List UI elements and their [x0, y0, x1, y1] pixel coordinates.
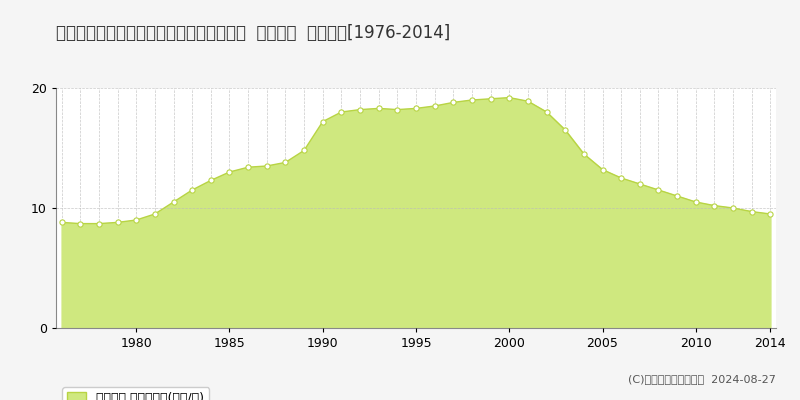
Point — [466, 97, 478, 103]
Point — [503, 94, 516, 101]
Point — [428, 103, 441, 109]
Point — [149, 211, 162, 217]
Point — [260, 163, 273, 169]
Point — [484, 96, 497, 102]
Point — [298, 147, 310, 154]
Point — [93, 220, 106, 227]
Point — [708, 202, 721, 209]
Point — [540, 109, 553, 115]
Point — [652, 187, 665, 193]
Point — [614, 175, 627, 181]
Point — [522, 98, 534, 104]
Point — [130, 217, 142, 223]
Point — [670, 193, 683, 199]
Point — [186, 187, 198, 193]
Point — [111, 219, 124, 226]
Point — [447, 99, 460, 106]
Text: 兵庫県姫路市四郷町中鈴字下柏８１番１外  地価公示  地価推移[1976-2014]: 兵庫県姫路市四郷町中鈴字下柏８１番１外 地価公示 地価推移[1976-2014] — [56, 24, 450, 42]
Point — [578, 151, 590, 157]
Point — [205, 177, 218, 184]
Point — [391, 106, 404, 113]
Point — [410, 105, 422, 112]
Text: (C)土地価格ドットコム  2024-08-27: (C)土地価格ドットコム 2024-08-27 — [628, 374, 776, 384]
Point — [354, 106, 366, 113]
Point — [764, 211, 777, 217]
Point — [690, 199, 702, 205]
Point — [74, 220, 86, 227]
Point — [335, 109, 348, 115]
Point — [279, 159, 292, 166]
Point — [316, 118, 329, 125]
Point — [726, 205, 739, 211]
Point — [559, 127, 572, 133]
Point — [746, 208, 758, 215]
Point — [372, 105, 385, 112]
Point — [634, 181, 646, 187]
Legend: 地価公示 平均坪単価(万円/坪): 地価公示 平均坪単価(万円/坪) — [62, 387, 209, 400]
Point — [596, 166, 609, 173]
Point — [223, 169, 236, 175]
Point — [242, 164, 254, 170]
Point — [167, 199, 180, 205]
Point — [55, 219, 68, 226]
